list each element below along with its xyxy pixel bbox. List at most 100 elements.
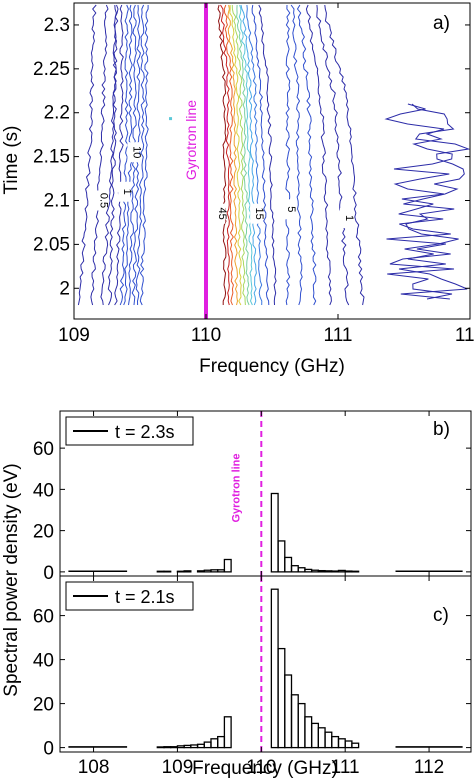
histogram-bar — [351, 570, 360, 573]
contour-label: 5 — [285, 206, 297, 212]
histogram-bar — [337, 738, 346, 749]
y-ticks: 2 2.05 2.1 2.15 2.2 2.25 2.3 — [33, 15, 470, 299]
x-tick-label: 111 — [331, 757, 360, 778]
y-tick-label: 60 — [33, 607, 54, 628]
contour-line — [119, 4, 129, 306]
x-tick-label: 110 — [246, 757, 276, 778]
gyrotron-label: Gyrotron line — [183, 100, 199, 180]
y-axis-label: Time (s) — [1, 126, 22, 195]
histogram-bar — [190, 744, 199, 749]
histogram-bar — [310, 722, 319, 749]
histogram-bar — [284, 556, 293, 573]
gyrotron-label: Gyrotron line — [230, 453, 242, 522]
contour-label-bg — [118, 181, 131, 202]
x-tick-label: 109 — [58, 325, 90, 346]
histogram-bar — [163, 746, 172, 749]
legend-label: t = 2.3s — [115, 422, 175, 442]
contour-line — [290, 4, 303, 306]
histogram-bar — [297, 702, 306, 749]
contour-label: 15 — [253, 208, 265, 220]
y-tick-label: 40 — [33, 651, 54, 672]
histogram-bar — [183, 744, 192, 749]
histogram-bar — [344, 570, 353, 573]
contour-line — [238, 4, 253, 306]
x-tick-label: 109 — [162, 757, 194, 778]
y-tick-label: 2.3 — [44, 15, 70, 36]
contour-labels: 0.5 1 10 45 15 5 1 — [94, 142, 355, 229]
histogram-bar — [203, 741, 212, 749]
histogram-bar — [324, 570, 333, 573]
contour-label: 1 — [121, 189, 133, 195]
contour-label: 10 — [130, 146, 142, 158]
contour-line — [240, 4, 257, 306]
x-tick-label: 110 — [191, 325, 221, 346]
contour-line — [246, 4, 263, 306]
x-ticks — [93, 411, 430, 576]
y-tick-label: 2.1 — [44, 191, 70, 212]
contour-line — [258, 4, 277, 306]
y-tick-label: 60 — [33, 439, 54, 460]
histogram-bar — [210, 569, 219, 573]
y-tick-label: 2.15 — [33, 147, 70, 168]
histogram-bar — [210, 738, 219, 749]
x-tick-label: 112 — [414, 757, 444, 778]
histogram-bars — [68, 492, 463, 573]
contour-line — [384, 103, 455, 300]
histogram-bar — [196, 570, 205, 573]
histogram-bar — [331, 570, 340, 573]
legend-label: t = 2.1s — [115, 587, 175, 607]
x-axis-label: Frequency (GHz) — [192, 758, 338, 779]
histogram-bar — [331, 735, 340, 749]
histogram-bar — [337, 569, 346, 573]
contour-line — [229, 4, 242, 306]
x-axis-label: Frequency (GHz) — [199, 356, 345, 377]
histogram-bar — [217, 569, 226, 573]
contour-label-bg — [250, 203, 263, 224]
plot-frame — [73, 2, 471, 320]
histogram-bar — [156, 746, 165, 749]
x-ticks: 108 109 110 111 112 — [78, 576, 444, 778]
histogram-bar — [284, 674, 293, 749]
histogram-bar — [270, 492, 279, 573]
histogram-bar — [270, 588, 279, 749]
histogram-bar — [344, 740, 353, 749]
x-tick-label: 112 — [455, 325, 474, 346]
histogram-bars — [68, 588, 463, 749]
panel-label: c) — [433, 605, 449, 626]
y-tick-label: 20 — [33, 695, 54, 716]
y-tick-label: 2.25 — [33, 59, 70, 80]
contour-line — [107, 4, 117, 306]
y-ticks: 0 20 40 60 — [33, 439, 471, 584]
contour-line — [324, 4, 365, 306]
histogram-bar — [217, 735, 226, 749]
y-axis-label: Spectral power density (eV) — [1, 463, 22, 696]
histogram-bar — [170, 746, 179, 749]
histogram-bar — [324, 731, 333, 749]
panel-label: b) — [433, 419, 450, 440]
histogram-bar — [156, 570, 165, 573]
histogram-bar — [351, 742, 360, 749]
histogram-bar — [277, 647, 286, 749]
contour-line — [223, 4, 234, 306]
contour-lines — [77, 4, 471, 306]
contour-label-bg — [94, 190, 107, 211]
contour-line — [251, 4, 270, 306]
y-tick-label: 40 — [33, 480, 54, 501]
contour-line — [296, 4, 317, 306]
contour-line — [220, 4, 230, 306]
contour-line — [135, 4, 145, 306]
y-tick-label: 2 — [59, 278, 70, 299]
histogram-bar — [290, 565, 299, 573]
x-tick-label: 111 — [324, 325, 353, 346]
histogram-bar — [317, 727, 326, 749]
contour-line — [285, 4, 291, 306]
contour-line — [227, 4, 239, 306]
histogram-bar — [297, 567, 306, 573]
y-tick-label: 20 — [33, 522, 54, 543]
contour-label-bg — [339, 208, 352, 229]
panel-b-histogram: Gyrotron line 0 20 40 60 t = 2.3s b) — [33, 410, 472, 584]
y-tick-label: 2.2 — [44, 103, 70, 124]
